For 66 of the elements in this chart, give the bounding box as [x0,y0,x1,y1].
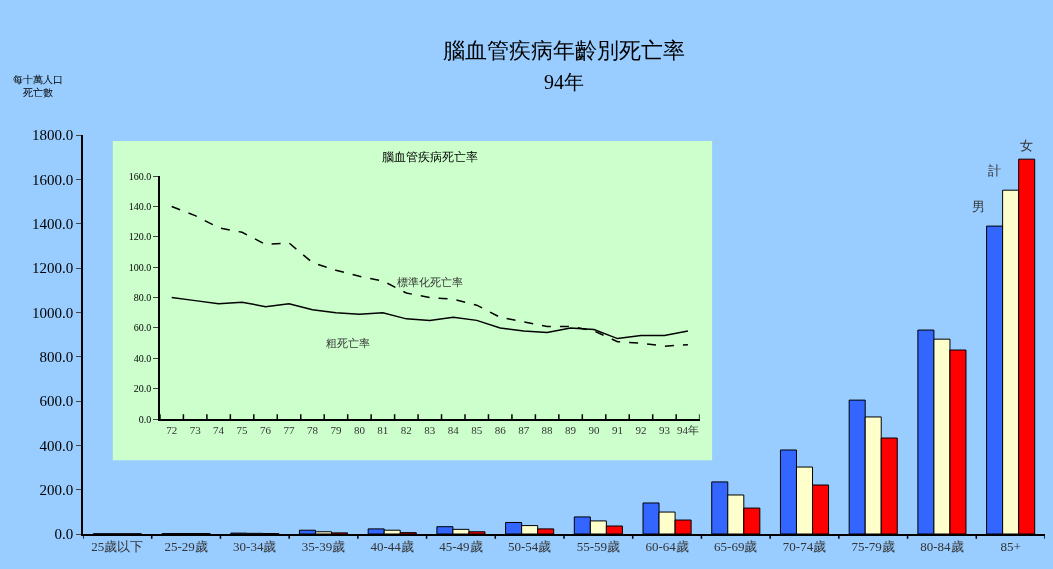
y-tick-label: 1800.0 [32,127,74,144]
y-tick-label: 100.0 [128,261,152,273]
x-tick-label: 85 [471,424,483,437]
x-tick-label: 35-39歲 [301,539,346,555]
line-series [170,205,689,347]
y-tick-label: 0.0 [138,413,152,425]
x-tick-label: 78 [306,424,319,437]
y-tick-label: 60.0 [133,322,152,334]
x-tick-label: 72 [166,424,178,437]
x-tick-label: 76 [260,424,272,437]
x-tick-label: 91 [612,424,624,437]
x-tick-label: 83 [424,424,436,437]
y-tick-label: 600.0 [39,393,74,410]
y-tick-label: 1200.0 [32,260,74,277]
chart-subtitle: 94年 [544,71,584,93]
x-tick-label: 82 [400,424,412,437]
x-tick-label: 77 [283,424,296,437]
x-tick-label: 60-64歲 [645,539,689,555]
x-tick-label: 30-34歲 [233,539,277,555]
chart-title: 腦血管疾病死亡率 [382,150,478,164]
x-tick-label: 80-84歲 [920,539,964,555]
y-tick-label: 120.0 [128,231,152,243]
x-tick-label: 86 [494,424,507,437]
x-tick-label: 75-79歲 [851,539,895,555]
x-tick-label: 55-59歲 [576,539,621,555]
x-tick-label: 25歲以下 [91,539,144,555]
y-axis-title: 每十萬人口死亡數 [13,74,63,98]
x-tick-label: 84 [447,424,460,437]
x-tick-label: 80 [353,424,366,437]
x-tick-label: 73 [189,424,202,437]
y-tick-label: 0.0 [54,526,74,543]
chart-title: 腦血管疾病年齡別死亡率 [443,38,685,63]
x-tick-label: 81 [377,424,389,437]
y-tick-label: 400.0 [39,437,74,454]
y-tick-label: 80.0 [133,292,152,304]
series-label: 女 [1020,138,1033,153]
x-tick-label: 92 [635,424,647,437]
y-tick-label: 20.0 [133,383,152,395]
x-tick-label: 93 [658,424,671,437]
text: 粗死亡率 [326,337,370,349]
y-tick-label: 160.0 [128,170,152,182]
x-tick-label: 65-69歲 [714,539,758,555]
series-label: 計 [988,163,1001,178]
y-tick-label: 40.0 [133,352,152,364]
y-tick-label: 140.0 [128,200,152,212]
x-tick-label: 88 [541,424,554,437]
y-tick-label: 1000.0 [32,304,74,321]
y-tick-label: 1400.0 [32,215,74,232]
x-tick-label: 75 [236,424,249,437]
x-tick-label: 25-29歲 [164,539,208,555]
x-tick-label: 90 [588,424,601,437]
x-tick-label: 50-54歲 [507,539,552,555]
x-tick-label: 70-74歲 [782,539,827,555]
series-label: 男 [972,199,985,214]
x-tick-label: 89 [565,424,577,437]
y-tick-label: 800.0 [39,348,74,365]
x-tick-label: 74 [213,424,225,437]
series-label: 標準化死亡率 [397,276,463,288]
x-tick-label: 45-49歲 [439,539,483,555]
x-tick-label: 94年 [676,424,699,437]
x-tick-label: 79 [330,424,342,437]
y-tick-label: 200.0 [39,481,74,498]
x-tick-label: 87 [518,424,530,437]
x-tick-label: 85+ [1000,539,1021,555]
x-tick-label: 40-44歲 [370,539,414,555]
y-tick-label: 1600.0 [32,171,74,188]
